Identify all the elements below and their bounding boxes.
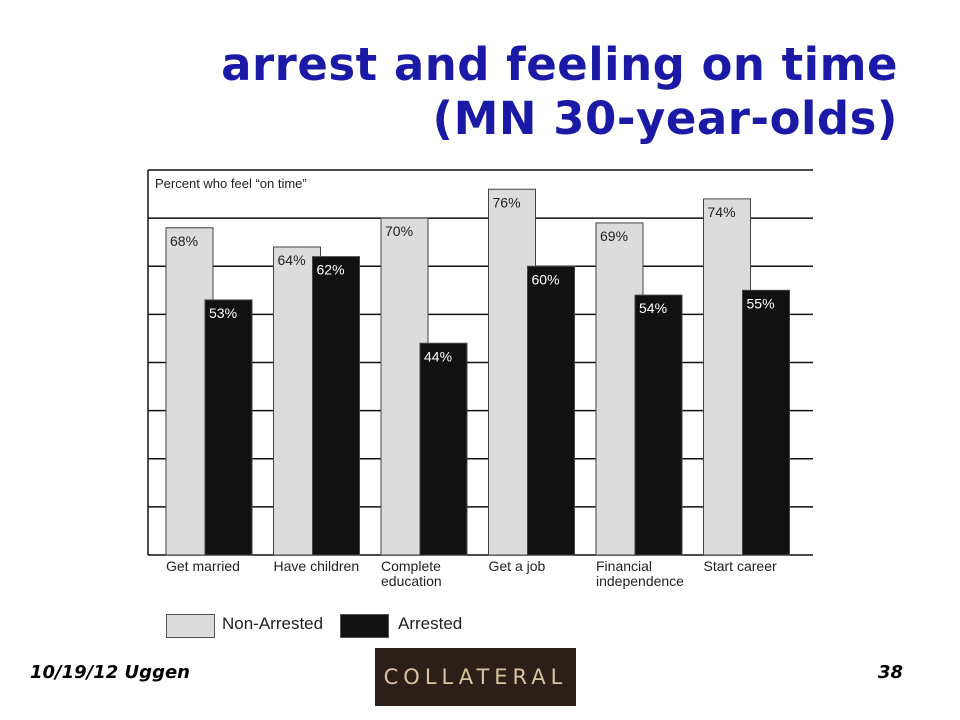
data-label: 60% <box>532 271 560 287</box>
category-label: Get a job <box>489 558 546 574</box>
page-number: 38 <box>878 662 904 683</box>
data-label: 53% <box>209 305 237 321</box>
collateral-logo: COLLATERAL <box>375 648 576 706</box>
category-label: Financial <box>596 558 652 574</box>
data-label: 44% <box>424 348 452 364</box>
category-label: education <box>381 573 442 589</box>
category-label: Complete <box>381 558 441 574</box>
logo-text: COLLATERAL <box>383 665 568 689</box>
data-label: 68% <box>170 233 198 249</box>
bar-arrested <box>742 289 790 556</box>
data-label: 70% <box>385 223 413 239</box>
footer-date-author: 10/19/12 Uggen <box>30 662 190 683</box>
data-label: 69% <box>600 228 628 244</box>
legend-label-non-arrested: Non-Arrested <box>222 614 324 633</box>
data-label: 62% <box>317 262 345 278</box>
bar-arrested <box>312 256 360 556</box>
data-label: 64% <box>278 252 306 268</box>
bar-arrested <box>634 294 683 556</box>
data-label: 55% <box>747 295 775 311</box>
legend-swatch-arrested <box>340 614 389 638</box>
category-label: independence <box>596 573 684 589</box>
legend-label-arrested: Arrested <box>398 614 463 633</box>
y-axis-label: Percent who feel “on time” <box>155 176 307 191</box>
data-label: 74% <box>708 204 736 220</box>
category-label: Start career <box>704 558 777 574</box>
bar-chart: Percent who feel “on time” 68% 53% Get marr… <box>147 169 813 589</box>
title-line-2: (MN 30-year-olds) <box>432 92 898 145</box>
category-label: Have children <box>274 558 360 574</box>
category-label: Get married <box>166 558 240 574</box>
legend-swatch-non-arrested <box>166 614 215 638</box>
bar-arrested <box>419 342 468 556</box>
title-line-1: arrest and feeling on time <box>221 38 898 91</box>
bar-arrested <box>204 299 253 556</box>
data-label: 76% <box>493 194 521 210</box>
bar-arrested <box>527 265 575 556</box>
slide-title: arrest and feeling on time (MN 30-year-o… <box>98 38 898 146</box>
data-label: 54% <box>639 300 667 316</box>
